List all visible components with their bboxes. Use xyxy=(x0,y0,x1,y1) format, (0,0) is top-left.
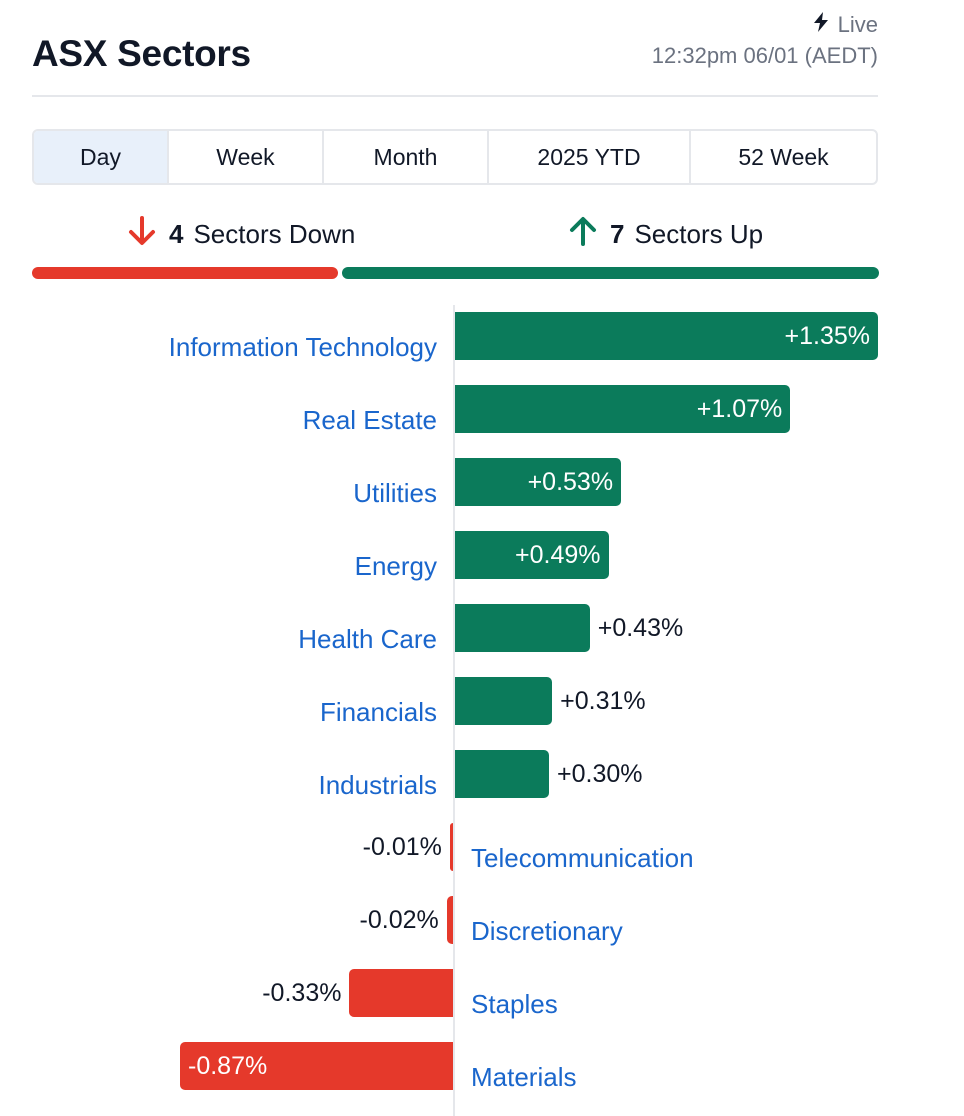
tab-2025-ytd[interactable]: 2025 YTD xyxy=(489,131,691,183)
sector-bar-utilities xyxy=(455,458,622,506)
live-indicator: Live xyxy=(812,12,878,38)
sector-bar-real-estate xyxy=(455,385,791,433)
sector-value-discretionary: -0.02% xyxy=(359,906,439,934)
arrow-up-icon xyxy=(566,214,600,255)
sector-bar-discretionary xyxy=(446,896,453,944)
sector-label-utilities[interactable]: Utilities xyxy=(353,478,437,508)
zero-axis xyxy=(453,305,455,1116)
sector-value-health-care: +0.43% xyxy=(597,614,684,642)
sector-label-health-care[interactable]: Health Care xyxy=(298,624,437,654)
sector-bar-materials xyxy=(180,1042,453,1090)
tab-day[interactable]: Day xyxy=(34,131,169,183)
sector-row-industrials: Industrials +0.30% xyxy=(0,750,964,800)
timestamp: 12:32pm 06/01 (AEDT) xyxy=(651,43,878,68)
live-label: Live xyxy=(837,12,878,37)
sector-value-telecommunication: -0.01% xyxy=(362,833,442,861)
sectors-down-ratio-bar xyxy=(32,267,338,279)
tab-52-week[interactable]: 52 Week xyxy=(738,143,829,170)
sectors-down-summary: 4 Sectors Down xyxy=(125,214,355,255)
sector-row-energy: Energy +0.49% xyxy=(0,531,964,581)
sector-label-real-estate[interactable]: Real Estate xyxy=(302,405,437,435)
sectors-down-count: 4 xyxy=(169,219,184,249)
sector-row-real-estate: Real Estate +1.07% xyxy=(0,385,964,435)
sectors-down-label: Sectors Down xyxy=(193,219,356,249)
sector-value-information-technology: +1.35% xyxy=(784,322,871,350)
sectors-up-count: 7 xyxy=(610,219,625,249)
page-title: ASX Sectors xyxy=(32,33,251,74)
sector-value-industrials: +0.30% xyxy=(557,760,643,788)
arrow-down-icon xyxy=(125,214,159,255)
sector-label-financials[interactable]: Financials xyxy=(319,697,437,727)
sector-row-discretionary: Discretionary -0.02% xyxy=(0,896,964,946)
sector-row-information-technology: Information Technology +1.35% xyxy=(0,312,964,362)
tab-week[interactable]: Week xyxy=(169,131,324,183)
period-tabs: Day Week Month 2025 YTD 52 Week xyxy=(32,129,878,185)
sector-value-utilities: +0.53% xyxy=(527,468,614,496)
sector-label-information-technology[interactable]: Information Technology xyxy=(168,332,437,362)
sector-row-financials: Financials +0.31% xyxy=(0,677,964,727)
sector-value-materials: -0.87% xyxy=(188,1052,268,1080)
sector-row-utilities: Utilities +0.53% xyxy=(0,458,964,508)
sector-value-financials: +0.31% xyxy=(560,687,646,715)
sector-bar-energy xyxy=(455,531,609,579)
sector-bar-health-care xyxy=(455,604,590,652)
sector-label-staples[interactable]: Staples xyxy=(471,989,558,1019)
sector-row-materials: Materials -0.87% xyxy=(0,1042,964,1092)
sector-row-staples: Staples -0.33% xyxy=(0,969,964,1019)
sector-value-energy: +0.49% xyxy=(515,541,601,569)
sector-row-health-care: Health Care +0.43% xyxy=(0,604,964,654)
sector-performance-chart: Information Technology +1.35% Real Estate +… xyxy=(0,300,964,1116)
sector-label-telecommunication[interactable]: Telecommunication xyxy=(471,843,694,873)
sector-label-discretionary[interactable]: Discretionary xyxy=(471,916,623,946)
sector-bar-information-technology xyxy=(455,312,878,360)
sector-value-real-estate: +1.07% xyxy=(696,395,783,423)
sector-bar-staples xyxy=(349,969,453,1017)
header-divider xyxy=(32,95,878,97)
tab-month[interactable]: Month xyxy=(324,131,489,183)
sector-label-materials[interactable]: Materials xyxy=(471,1062,577,1092)
sector-value-staples: -0.33% xyxy=(262,979,342,1007)
sector-label-industrials[interactable]: Industrials xyxy=(318,770,438,800)
sectors-up-ratio-bar xyxy=(342,267,879,279)
sector-bar-telecommunication xyxy=(449,823,453,871)
sector-label-energy[interactable]: Energy xyxy=(354,551,437,581)
sector-bar-industrials xyxy=(455,750,549,798)
sector-row-telecommunication: Telecommunication -0.01% xyxy=(0,823,964,873)
sectors-up-label: Sectors Up xyxy=(634,219,764,249)
lightning-bolt-icon xyxy=(812,12,830,38)
sectors-up-summary: 7 Sectors Up xyxy=(566,214,763,255)
sector-bar-financials xyxy=(455,677,553,725)
